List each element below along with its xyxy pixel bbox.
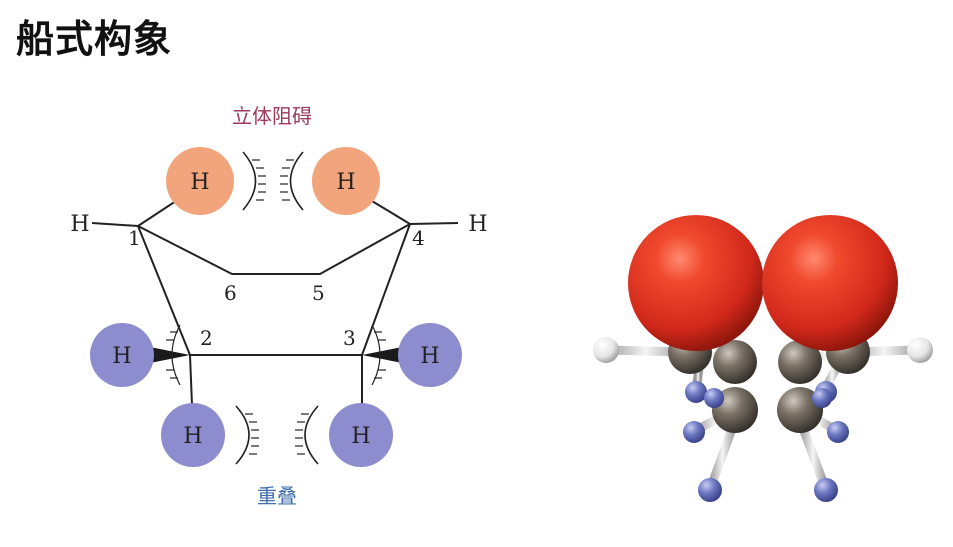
bond-2-down-h xyxy=(189,354,193,406)
eclipsing-repulsion-arcs xyxy=(235,405,319,465)
model-eclipsed-h-front-right xyxy=(827,421,849,443)
carbon-number-3: 3 xyxy=(343,326,356,350)
eclipsed-h-c2-side-label: H xyxy=(112,344,131,369)
eclipsed-h-c2-down-label: H xyxy=(183,424,202,449)
carbon-number-1: 1 xyxy=(128,226,141,250)
eclipsed-h-c2-side: H xyxy=(90,323,154,387)
model-bonds xyxy=(601,345,923,495)
eclipsed-h-c3-side-label: H xyxy=(420,344,439,369)
model-carbon-3 xyxy=(777,387,823,433)
bond-4-flagpole-h xyxy=(371,200,411,225)
boat-line-diagram: 立体阻碍 H H 1 2 3 4 5 6 xyxy=(70,104,487,508)
model-eclipsed-h-mid-right xyxy=(812,388,832,408)
bond-1-h xyxy=(91,222,139,227)
h-atom-c4-equatorial: H xyxy=(468,212,487,237)
ring-bonds xyxy=(91,200,459,406)
model-eclipsed-h-back-left xyxy=(685,381,707,403)
wedge-bond-3 xyxy=(362,347,402,363)
eclipsed-h-c3-down: H xyxy=(329,403,393,467)
flagpole-h-right-label: H xyxy=(336,170,355,195)
eclipsed-h-c3-down-label: H xyxy=(351,424,370,449)
flagpole-h-left: H xyxy=(166,147,234,215)
model-carbon-6 xyxy=(713,340,757,384)
model-equatorial-h-right xyxy=(907,337,933,363)
model-eclipsed-h-bottom-left xyxy=(698,478,722,502)
bond-1-flagpole-h xyxy=(137,200,177,227)
bond-1-6-5-4 xyxy=(137,223,411,275)
eclipsed-h-c2-down: H xyxy=(161,403,225,467)
carbon-number-4: 4 xyxy=(412,226,425,250)
carbon-number-5: 5 xyxy=(312,281,325,305)
model-flagpole-h-left xyxy=(628,215,764,351)
steric-repulsion-arcs xyxy=(242,151,304,211)
eclipsing-label: 重叠 xyxy=(257,484,297,508)
boat-3d-model xyxy=(593,215,933,502)
page-title: 船式构象 xyxy=(16,17,173,61)
model-eclipsed-h-front-left xyxy=(683,421,705,443)
bond-4-h xyxy=(409,222,459,225)
steric-hindrance-label: 立体阻碍 xyxy=(232,104,312,128)
carbon-number-6: 6 xyxy=(224,281,237,305)
model-eclipsed-h-mid-left xyxy=(704,388,724,408)
model-carbon-5 xyxy=(778,340,822,384)
bond-4-3 xyxy=(361,223,411,356)
model-eclipsed-h-bottom-right xyxy=(814,478,838,502)
h-atom-c1-equatorial: H xyxy=(70,212,89,237)
eclipsed-h-c3-side: H xyxy=(398,323,462,387)
wedge-bond-2 xyxy=(150,347,190,363)
c2-c3-hatch-marks xyxy=(166,324,386,386)
model-flagpole-h-right xyxy=(762,215,898,351)
flagpole-h-left-label: H xyxy=(190,170,209,195)
model-equatorial-h-left xyxy=(593,337,619,363)
carbon-number-2: 2 xyxy=(200,326,213,350)
flagpole-h-right: H xyxy=(312,147,380,215)
bond-1-2 xyxy=(137,225,191,356)
